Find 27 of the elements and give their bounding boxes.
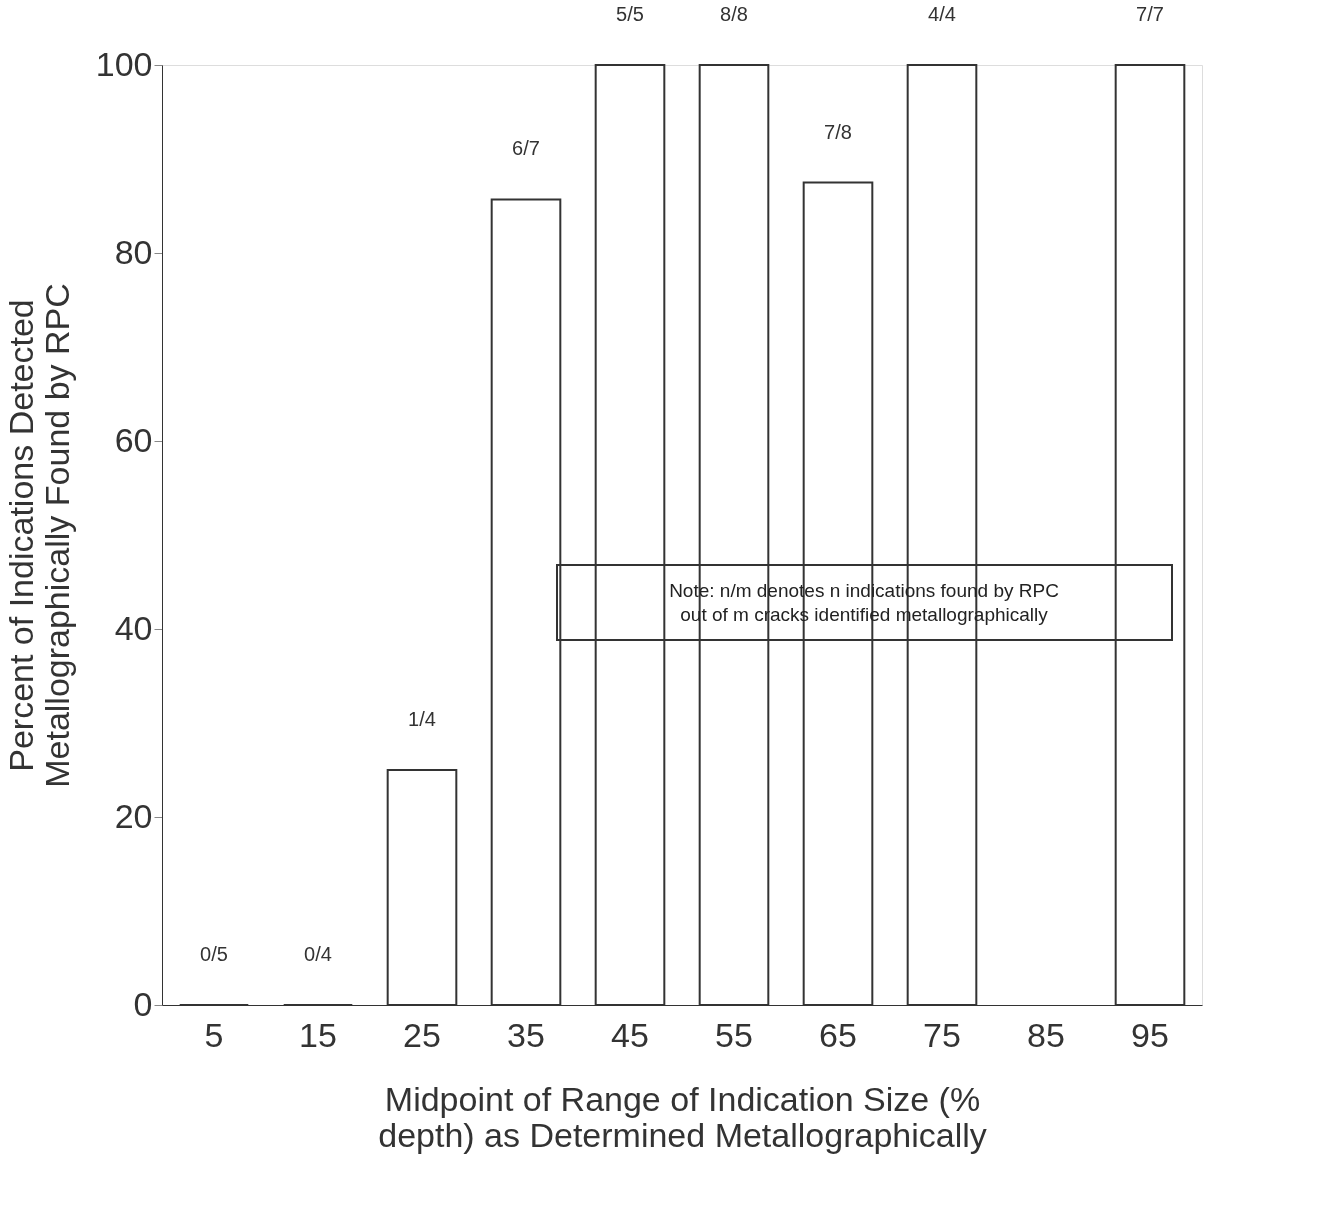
y-tick-label: 100 [95,44,153,83]
x-tick-label: 35 [507,1015,545,1054]
annotation: 1/4 [408,708,436,730]
annotation: 7/8 [824,120,852,143]
annotation: 7/7 [1136,3,1164,25]
x-tick-label: 95 [1131,1015,1169,1054]
annotation: 6/7 [512,137,540,160]
x-tick-label: 85 [1027,1015,1065,1054]
annotation: 0/4 [304,943,332,965]
x-tick-label: 45 [611,1015,649,1054]
y-tick-label: 0 [133,984,153,1023]
x-tick-label: 15 [299,1015,337,1054]
y-tick-label: 80 [114,232,153,271]
annotation: 0/5 [200,943,228,965]
x-tick-label: 55 [715,1015,753,1054]
y-tick-label: 60 [114,420,153,459]
y-tick-label: 20 [114,796,153,835]
x-tick-label: 75 [923,1015,961,1054]
annotation: 4/4 [928,3,956,25]
y-axis-title: Percent of Indications Detected Metallographically Found by RPC [1,283,76,788]
x-tick-label: 25 [403,1015,441,1054]
x-tick-label: 65 [819,1015,857,1054]
y-tick-label: 40 [114,608,153,647]
x-tick-label: 5 [204,1015,224,1054]
x-axis-title: Midpoint of Range of Indication Size (% depth) as Determined Metallographically [378,1079,987,1154]
annotation: 8/8 [720,3,748,25]
annotation: 5/5 [616,3,644,25]
